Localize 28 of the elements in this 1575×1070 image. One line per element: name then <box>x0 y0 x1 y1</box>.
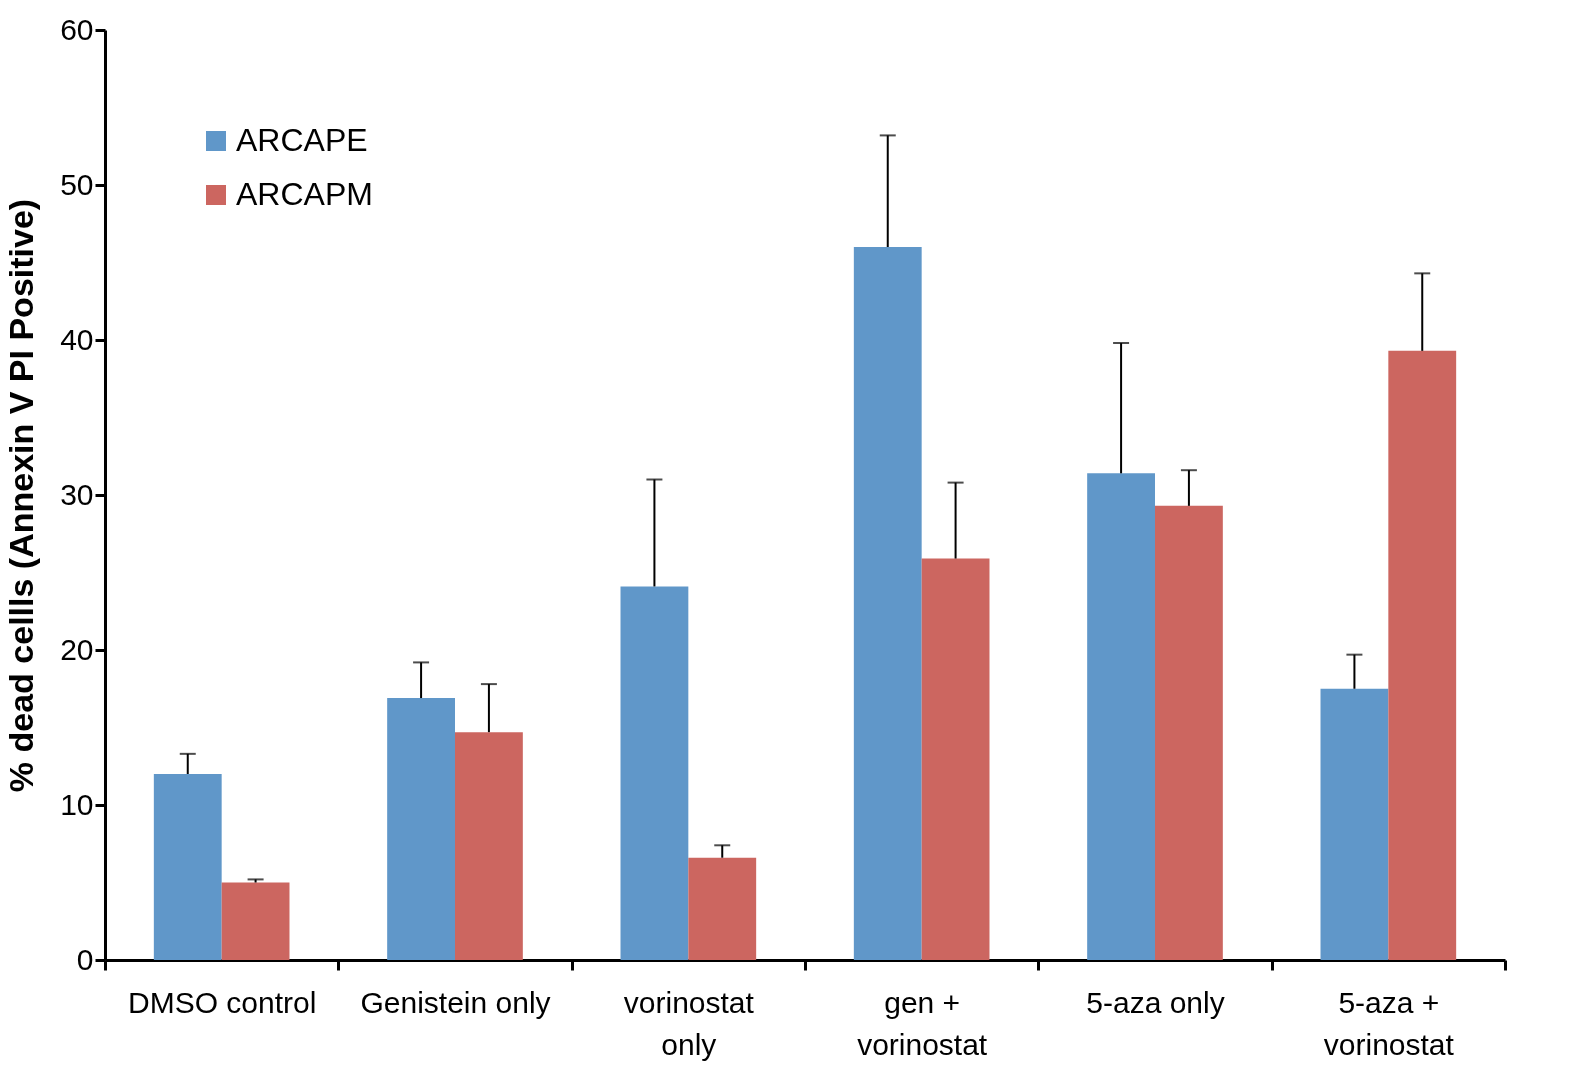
y-tick-label: 40 <box>60 322 94 356</box>
legend-label: ARCAPM <box>236 176 373 212</box>
bar <box>387 698 455 960</box>
x-tick-label: 5-aza + vorinostat <box>1323 985 1455 1061</box>
x-tick-label: Genistein only <box>360 985 551 1019</box>
y-tick-label: 50 <box>60 167 94 201</box>
y-tick-label: 20 <box>60 632 94 666</box>
x-tick-label: gen + vorinostat <box>857 985 988 1061</box>
y-tick-label: 0 <box>76 942 94 976</box>
bar <box>1388 350 1457 960</box>
y-axis-title: % dead cellls (Annexin V PI Positive) <box>2 198 41 793</box>
bar <box>921 558 990 960</box>
bar <box>1320 688 1389 960</box>
y-tick-label: 60 <box>60 12 94 46</box>
bar <box>1155 505 1223 960</box>
x-tick-label: 5-aza only <box>1086 985 1225 1019</box>
x-tick-label: DMSO control <box>127 985 317 1019</box>
bar <box>221 882 290 960</box>
y-tick-label: 30 <box>60 477 94 511</box>
bar <box>153 774 222 960</box>
bar <box>1087 473 1155 960</box>
bar <box>455 732 523 960</box>
y-tick-label: 10 <box>60 787 94 821</box>
bar <box>853 247 922 960</box>
legend-label: ARCAPE <box>236 122 368 158</box>
x-tick-label: vorinostat only <box>623 985 755 1061</box>
bar <box>688 857 757 960</box>
bar <box>620 586 689 960</box>
